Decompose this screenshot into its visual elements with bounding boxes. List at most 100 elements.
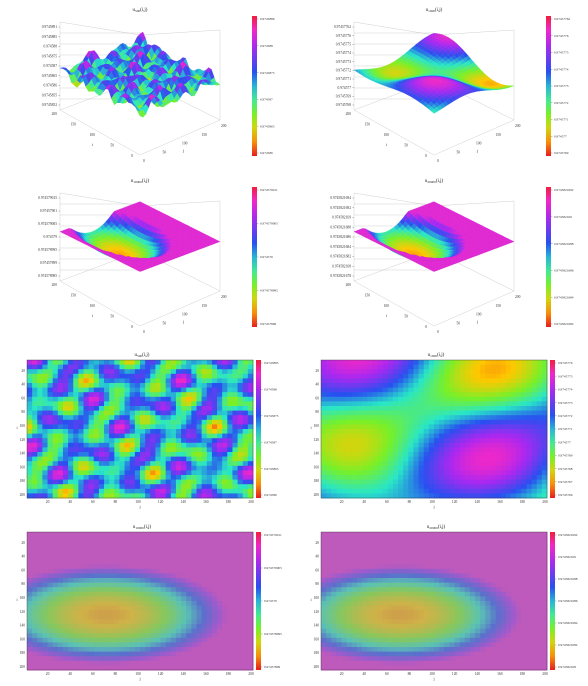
heat-cell	[160, 406, 167, 411]
heat-cell	[181, 360, 187, 365]
heat-cell	[341, 392, 348, 398]
heat-cell	[341, 401, 348, 407]
heat-cell	[57, 447, 64, 453]
heat-cell	[191, 364, 197, 370]
heat-cell	[242, 401, 249, 407]
heat-cell	[356, 456, 363, 462]
heat-cell	[206, 438, 213, 444]
heat-cell	[186, 406, 192, 411]
heat-cell	[367, 415, 373, 421]
heat-cell	[42, 456, 48, 462]
j-tick-label: 200	[221, 124, 227, 128]
heat-cell	[356, 392, 363, 398]
heat-cell	[341, 433, 348, 439]
heat-cell	[83, 415, 90, 421]
heat-cell	[232, 479, 238, 485]
heat-cell	[181, 392, 187, 398]
heat-cell	[104, 378, 110, 384]
z-tick-label: 0.974582169	[332, 216, 351, 220]
heat-cell	[109, 456, 115, 462]
heat-cell	[124, 410, 131, 416]
heat-cell	[222, 419, 228, 425]
heat-cell	[104, 447, 110, 453]
heat-cell	[98, 488, 105, 494]
heat-cell	[362, 410, 368, 416]
x-tick-label: 20	[46, 500, 50, 504]
heat-cell	[140, 429, 146, 434]
heat-cell	[165, 410, 172, 416]
heat-cell	[129, 475, 136, 480]
heat-cell	[201, 424, 208, 430]
heat-cell	[237, 396, 244, 402]
heat-cell	[232, 396, 238, 402]
heat-cell	[237, 433, 244, 439]
heat-cell	[331, 447, 337, 453]
heat-cell	[196, 360, 203, 365]
heat-cell	[155, 369, 161, 375]
heat-cell	[367, 461, 373, 467]
heat-cell	[129, 401, 136, 407]
heat-cell	[32, 424, 38, 430]
heat-cell	[227, 396, 233, 402]
heat-cell	[362, 387, 368, 393]
heat-cell	[175, 401, 182, 407]
heat-cell	[222, 373, 228, 379]
heat-cell	[155, 360, 161, 365]
heat-cell	[362, 378, 368, 384]
heat-cell	[321, 484, 327, 490]
heat-cell	[191, 442, 197, 448]
heat-cell	[321, 479, 327, 485]
heat-cell	[181, 424, 187, 430]
heat-cell	[47, 488, 54, 494]
heat-cell	[32, 387, 38, 393]
i-tick-label: 150	[71, 294, 77, 298]
heat-cell	[83, 461, 90, 467]
heat-cell	[68, 424, 74, 430]
heat-cell	[356, 447, 363, 453]
heat-cell	[362, 470, 368, 476]
heat-cell	[140, 488, 146, 494]
heat-cell	[222, 484, 228, 490]
heat-cell	[129, 396, 136, 402]
heat-cell	[32, 452, 38, 457]
heat-cell	[124, 406, 131, 411]
heat-cell	[242, 415, 249, 421]
heat-cell	[206, 378, 213, 384]
panel-p4: u20000(i,j) 0.9745821694 0.9745821692 0.974…	[294, 171, 588, 342]
heat-cell	[98, 415, 105, 421]
heat-cell	[150, 401, 156, 407]
colorbar-tick-label: 0.9745769	[554, 151, 569, 155]
heat-cell	[134, 461, 141, 467]
heat-cell	[109, 438, 115, 444]
heat-cell	[47, 401, 54, 407]
heat-cell	[181, 410, 187, 416]
heat-cell	[68, 429, 74, 434]
heat-cell	[62, 396, 69, 402]
heat-cell	[326, 484, 332, 490]
heat-cell	[88, 470, 95, 476]
colorbar-tick-label: 0.9745821686	[554, 269, 574, 273]
heat-cell	[206, 401, 213, 407]
heat-cell	[211, 410, 218, 416]
heat-cell	[150, 415, 156, 421]
heat-cell	[247, 387, 254, 393]
heat-cell	[88, 373, 95, 379]
heat-cell	[181, 387, 187, 393]
heat-cell	[362, 456, 368, 462]
heat-cell	[175, 364, 182, 370]
heat-cell	[37, 438, 43, 444]
heat-cell	[341, 364, 348, 370]
heat-cell	[321, 488, 327, 494]
heat-cell	[104, 424, 110, 430]
heat-cell	[68, 470, 74, 476]
heat-cell	[62, 378, 69, 384]
heat-cell	[62, 484, 69, 490]
heat-cell	[145, 429, 151, 434]
heat-cell	[175, 419, 182, 425]
heat-cell	[78, 456, 84, 462]
heat-cell	[181, 429, 187, 434]
heat-cell	[222, 470, 228, 476]
heat-cell	[321, 465, 327, 471]
heat-cell	[186, 378, 192, 384]
heat-cell	[201, 452, 208, 457]
